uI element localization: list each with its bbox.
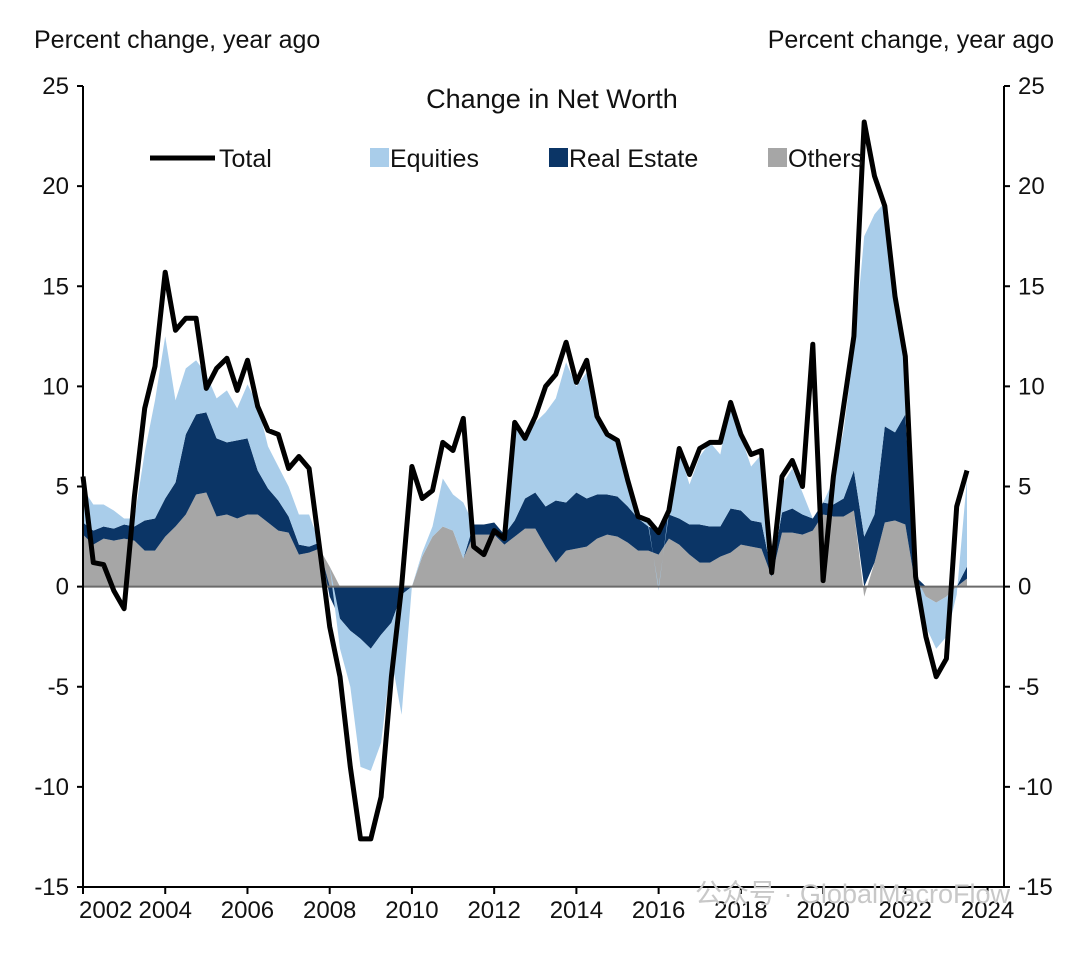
area-layer: [83, 202, 967, 771]
y-tick-label-right: 15: [1018, 273, 1045, 300]
area-equities: [83, 202, 967, 771]
x-tick-label: 2024: [961, 897, 1014, 924]
x-tick-label: 2002: [79, 897, 132, 924]
x-tick-label: 2006: [221, 897, 274, 924]
y-tick-label-left: 10: [42, 373, 69, 400]
y-tick-label-right: -5: [1018, 674, 1039, 701]
y-tick-label-left: -5: [48, 674, 69, 701]
y-tick-label-left: -15: [34, 874, 69, 901]
y-tick-label-left: -10: [34, 774, 69, 801]
area-others: [83, 492, 967, 603]
x-tick-label: 2010: [385, 897, 438, 924]
watermark: 公众号 · GlobalMacroFlow: [695, 879, 1011, 909]
legend-swatch-equities: [370, 148, 389, 167]
legend-swatch-others: [768, 148, 787, 167]
x-tick-label: 2018: [714, 897, 767, 924]
y-tick-label-left: 0: [56, 574, 69, 601]
y-tick-label-left: 15: [42, 273, 69, 300]
legend-swatch-real-estate: [549, 148, 568, 167]
x-tick-label: 2014: [550, 897, 603, 924]
y-tick-label-right: 20: [1018, 173, 1045, 200]
legend-label-equities: Equities: [390, 145, 479, 173]
x-tick-label: 2020: [796, 897, 849, 924]
series-line-total: [80, 119, 970, 842]
y-tick-label-right: -15: [1018, 874, 1053, 901]
legend-label-total: Total: [219, 145, 272, 173]
x-tick-label: 2008: [303, 897, 356, 924]
y-tick-label-left: 5: [56, 474, 69, 501]
y-tick-label-right: 0: [1018, 574, 1031, 601]
legend: Total Equities Real Estate Others: [150, 145, 863, 173]
x-tick-label: 2004: [139, 897, 192, 924]
x-tick-label: 2012: [467, 897, 520, 924]
chart-title: Change in Net Worth: [426, 84, 678, 114]
y-tick-label-right: 10: [1018, 373, 1045, 400]
legend-label-others: Others: [788, 145, 863, 173]
y-axis-label-right: Percent change, year ago: [767, 26, 1054, 54]
y-tick-label-right: 25: [1018, 73, 1045, 100]
x-tick-label: 2016: [632, 897, 685, 924]
legend-label-real-estate: Real Estate: [569, 145, 698, 173]
y-tick-label-left: 25: [42, 73, 69, 100]
x-tick-label: 2022: [879, 897, 932, 924]
y-axis-label-left: Percent change, year ago: [34, 26, 321, 54]
area-real-estate: [83, 412, 967, 649]
y-tick-label-right: -10: [1018, 774, 1053, 801]
y-tick-label-left: 20: [42, 173, 69, 200]
y-tick-label-right: 5: [1018, 474, 1031, 501]
